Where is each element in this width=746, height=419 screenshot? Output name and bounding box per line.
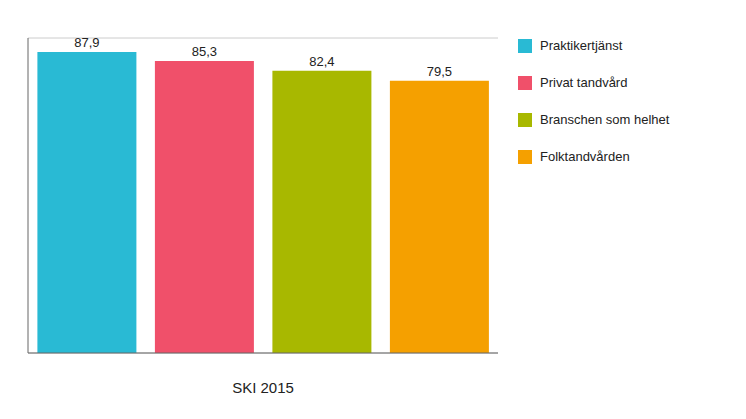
svg-text:85,3: 85,3 bbox=[192, 44, 217, 59]
html-text:Folktandvården: Folktandvården bbox=[540, 149, 630, 164]
html-text:Branschen som helhet: Branschen som helhet bbox=[540, 112, 670, 127]
svg-text:SKI 2015: SKI 2015 bbox=[232, 379, 294, 396]
svg-text:82,4: 82,4 bbox=[309, 54, 334, 69]
html-text:Privat tandvård: Privat tandvård bbox=[540, 75, 628, 90]
html-text:Praktikertjänst: Praktikertjänst bbox=[540, 38, 623, 53]
svg-text:79,5: 79,5 bbox=[427, 64, 452, 79]
svg-text:87,9: 87,9 bbox=[74, 35, 99, 50]
